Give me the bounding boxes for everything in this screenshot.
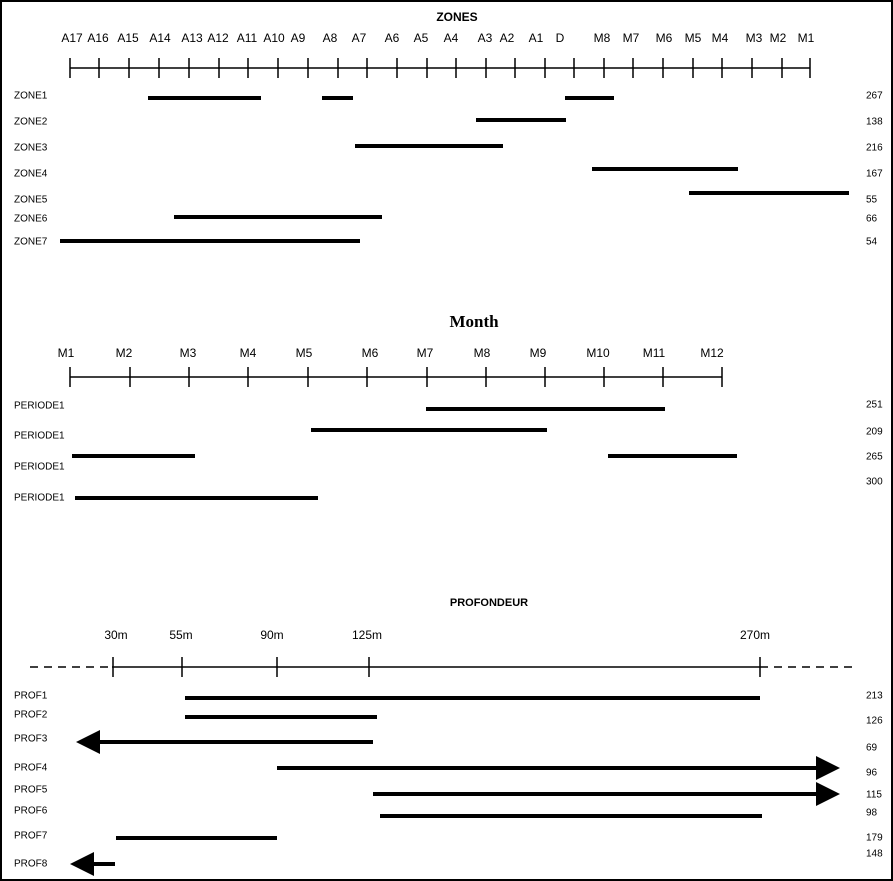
- axis-label: 125m: [352, 628, 382, 642]
- axis-label: M1: [798, 31, 815, 45]
- axis-label: A1: [529, 31, 544, 45]
- row-value: 265: [866, 452, 883, 463]
- row-value: 66: [866, 214, 878, 225]
- axis-label: M5: [296, 346, 313, 360]
- axis-label: A11: [237, 31, 258, 45]
- axis-label: M6: [362, 346, 379, 360]
- row-label: PROF5: [14, 785, 48, 796]
- axis-label: 90m: [260, 628, 283, 642]
- row-value: 96: [866, 768, 878, 779]
- axis-label: M3: [746, 31, 763, 45]
- row-value: 216: [866, 143, 883, 154]
- axis-label: M1: [58, 346, 75, 360]
- axis-label: M5: [685, 31, 702, 45]
- axis-label: M6: [656, 31, 673, 45]
- axis-label: M10: [586, 346, 610, 360]
- axis-label: A16: [87, 31, 109, 45]
- axis-label: D: [556, 31, 565, 45]
- row-value: 251: [866, 400, 883, 411]
- axis-label: A6: [385, 31, 400, 45]
- row-value: 179: [866, 833, 883, 844]
- axis-label: A15: [117, 31, 139, 45]
- zones-title: ZONES: [436, 10, 477, 24]
- axis-label: M2: [116, 346, 133, 360]
- row-value: 126: [866, 716, 883, 727]
- axis-label: A8: [323, 31, 338, 45]
- axis-label: A14: [149, 31, 171, 45]
- axis-label: M4: [712, 31, 729, 45]
- row-value: 54: [866, 237, 878, 248]
- axis-label: M12: [700, 346, 724, 360]
- axis-label: M11: [643, 346, 666, 360]
- axis-label: M4: [240, 346, 257, 360]
- axis-label: M2: [770, 31, 787, 45]
- axis-label: A2: [500, 31, 515, 45]
- row-value: 167: [866, 169, 883, 180]
- month-title: Month: [449, 312, 499, 331]
- axis-label: A5: [414, 31, 429, 45]
- axis-label: A12: [207, 31, 229, 45]
- row-value: 148: [866, 849, 883, 860]
- axis-label: A3: [478, 31, 493, 45]
- row-value: 55: [866, 195, 878, 206]
- row-label: ZONE1: [14, 91, 48, 102]
- axis-label: M8: [594, 31, 611, 45]
- row-label: ZONE3: [14, 143, 48, 154]
- zone-bars: [60, 96, 849, 243]
- axis-label: 270m: [740, 628, 770, 642]
- row-label: ZONE6: [14, 214, 48, 225]
- row-value: 98: [866, 808, 878, 819]
- axis-label: A7: [352, 31, 367, 45]
- row-label: PERIODE1: [14, 493, 65, 504]
- axis-label: A9: [291, 31, 306, 45]
- row-label: ZONE2: [14, 117, 48, 128]
- row-value: 213: [866, 691, 883, 702]
- row-label: ZONE7: [14, 237, 48, 248]
- row-label: PROF4: [14, 763, 48, 774]
- axis-label: M7: [623, 31, 640, 45]
- axis-label: A4: [444, 31, 459, 45]
- row-label: ZONE4: [14, 169, 48, 180]
- row-value: 267: [866, 91, 883, 102]
- row-label: PROF6: [14, 806, 48, 817]
- month-bars: [72, 407, 737, 500]
- row-value: 138: [866, 117, 883, 128]
- row-label: ZONE5: [14, 195, 48, 206]
- axis-label: 30m: [104, 628, 127, 642]
- axis-label: A10: [263, 31, 285, 45]
- row-value: 209: [866, 427, 883, 438]
- row-label: PERIODE1: [14, 431, 65, 442]
- row-label: PERIODE1: [14, 401, 65, 412]
- axis-label: M9: [530, 346, 547, 360]
- axis-label: 55m: [169, 628, 192, 642]
- row-label: PROF2: [14, 710, 48, 721]
- row-label: PERIODE1: [14, 462, 65, 473]
- axis-label: M8: [474, 346, 491, 360]
- row-label: PROF3: [14, 734, 48, 745]
- row-label: PROF7: [14, 831, 48, 842]
- profondeur-title: PROFONDEUR: [450, 597, 528, 609]
- prof-bars: [30, 666, 852, 876]
- row-value: 300: [866, 477, 883, 488]
- row-label: PROF1: [14, 691, 48, 702]
- row-value: 115: [866, 790, 882, 801]
- row-label: PROF8: [14, 859, 48, 870]
- axis-label: M7: [417, 346, 434, 360]
- axis-label: A17: [61, 31, 83, 45]
- axis-label: A13: [181, 31, 203, 45]
- row-value: 69: [866, 743, 878, 754]
- axis-label: M3: [180, 346, 197, 360]
